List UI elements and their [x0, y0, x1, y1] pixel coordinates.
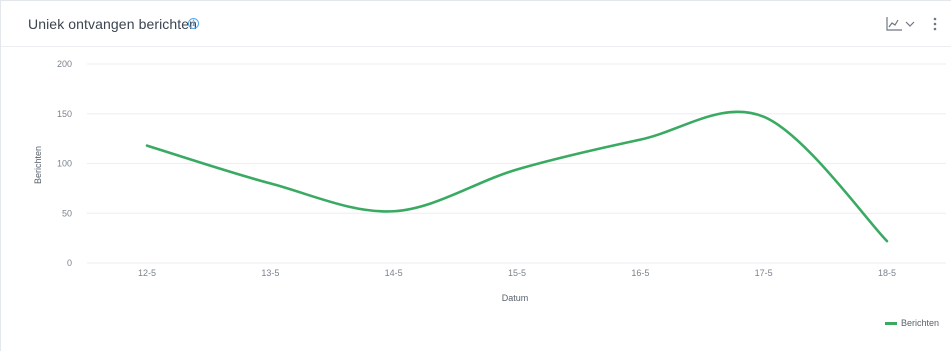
line-chart: 0 50 100 150 200 12-5 13-5 14-5 15-5 16-5 17-5 18-…	[33, 59, 946, 303]
y-axis-ticks: 0 50 100 150 200	[57, 59, 72, 268]
grid-lines	[87, 63, 946, 264]
series-line-berichten[interactable]	[145, 110, 889, 243]
chevron-down-icon	[905, 21, 915, 27]
y-tick-label: 0	[67, 258, 72, 268]
data-point[interactable]	[144, 143, 150, 149]
legend-label: Berichten	[901, 318, 940, 328]
info-icon[interactable]: i	[188, 18, 199, 29]
series-layer	[144, 110, 890, 244]
data-point[interactable]	[514, 166, 520, 172]
x-tick-label: 16-5	[631, 268, 649, 278]
more-options-button[interactable]	[928, 13, 942, 35]
y-tick-label: 150	[57, 109, 72, 119]
data-point[interactable]	[637, 137, 643, 143]
x-tick-label: 12-5	[138, 268, 156, 278]
card-header: Uniek ontvangen berichten i	[1, 1, 951, 47]
vertical-dots-icon	[933, 17, 937, 31]
chart-type-dropdown[interactable]	[883, 13, 921, 35]
y-axis-title: Berichten	[33, 146, 43, 184]
y-tick-label: 200	[57, 59, 72, 69]
legend-swatch	[885, 321, 897, 325]
chart-title: Uniek ontvangen berichten	[28, 16, 198, 32]
y-tick-label: 100	[57, 159, 72, 169]
data-point[interactable]	[391, 208, 397, 214]
x-tick-label: 15-5	[508, 268, 526, 278]
legend-item-berichten[interactable]: Berichten	[885, 316, 939, 330]
x-axis-ticks: 12-5 13-5 14-5 15-5 16-5 17-5 18-5	[138, 268, 896, 278]
x-tick-label: 14-5	[385, 268, 403, 278]
data-point[interactable]	[761, 114, 767, 120]
x-tick-label: 17-5	[755, 268, 773, 278]
x-tick-label: 13-5	[261, 268, 279, 278]
x-tick-label: 18-5	[878, 268, 896, 278]
y-tick-label: 50	[62, 208, 72, 218]
data-point[interactable]	[267, 180, 273, 186]
line-chart-icon	[886, 17, 915, 31]
x-axis-title: Datum	[502, 293, 529, 303]
data-point[interactable]	[884, 238, 890, 244]
